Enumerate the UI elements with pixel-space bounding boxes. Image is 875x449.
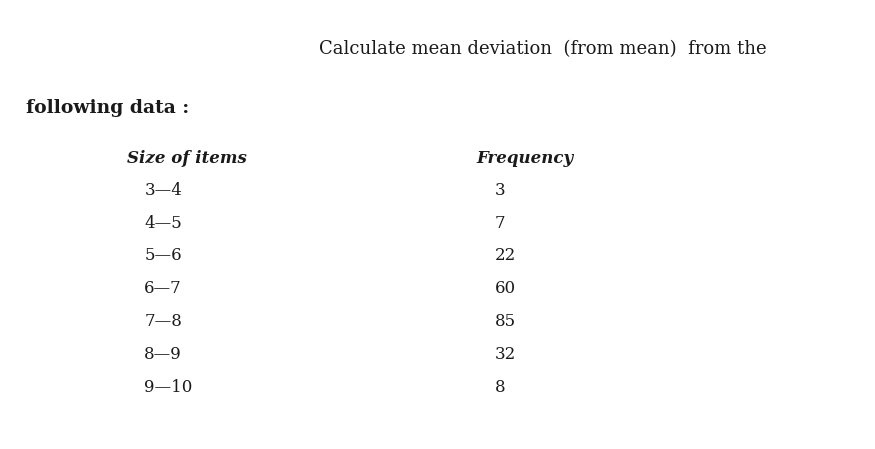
- Text: 7: 7: [494, 215, 505, 232]
- Text: 85: 85: [494, 313, 515, 330]
- Text: 32: 32: [494, 346, 515, 363]
- Text: Frequency: Frequency: [477, 150, 574, 167]
- Text: 22: 22: [494, 247, 515, 264]
- Text: 9—10: 9—10: [144, 379, 192, 396]
- Text: 8: 8: [494, 379, 505, 396]
- Text: 8—9: 8—9: [144, 346, 182, 363]
- Text: Calculate mean deviation  (from mean)  from the: Calculate mean deviation (from mean) fro…: [318, 40, 766, 58]
- Text: 3—4: 3—4: [144, 182, 182, 199]
- Text: 7—8: 7—8: [144, 313, 182, 330]
- Text: Size of items: Size of items: [127, 150, 247, 167]
- Text: 6—7: 6—7: [144, 280, 182, 297]
- Text: 5—6: 5—6: [144, 247, 182, 264]
- Text: 3: 3: [494, 182, 505, 199]
- Text: 4—5: 4—5: [144, 215, 182, 232]
- Text: following data :: following data :: [26, 99, 190, 117]
- Text: 60: 60: [494, 280, 515, 297]
